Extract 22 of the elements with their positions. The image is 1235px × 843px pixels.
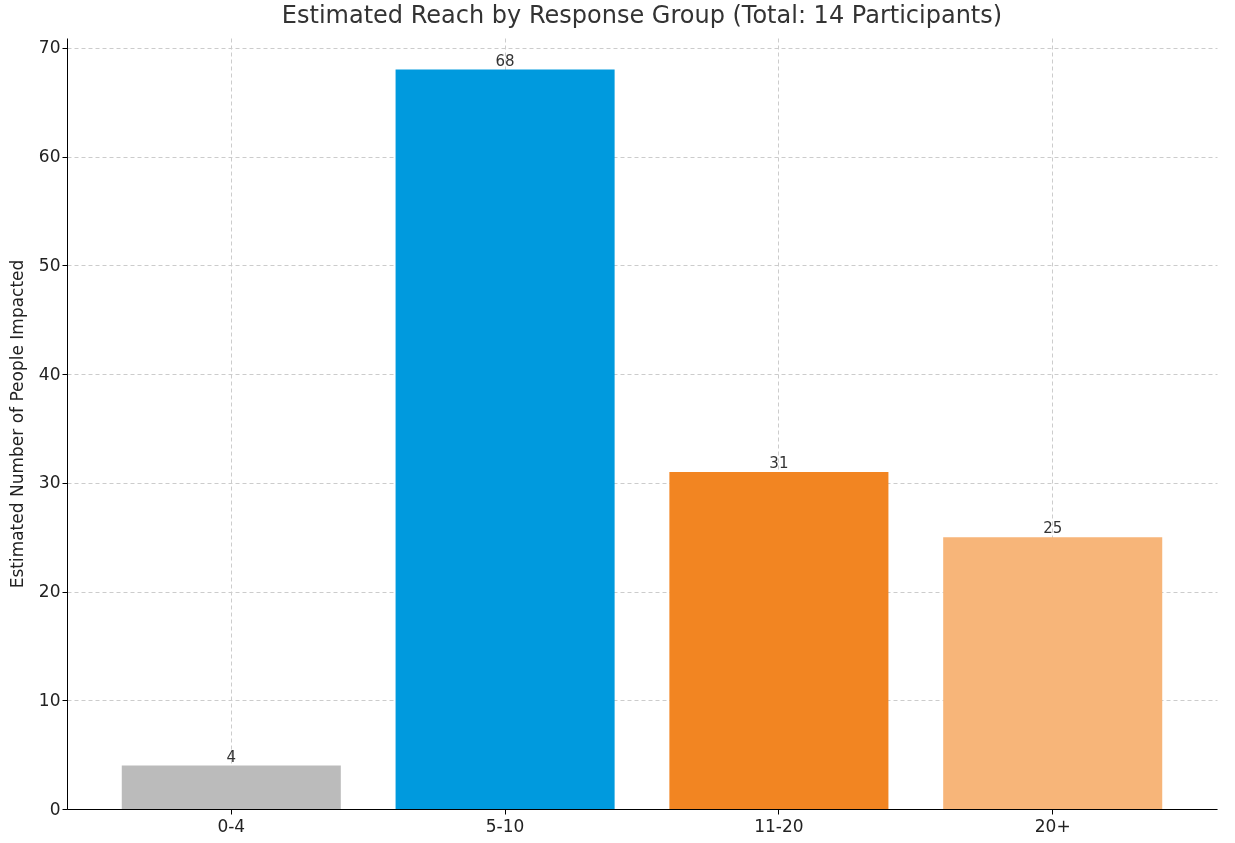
- data-label: 68: [495, 51, 515, 70]
- bar: [121, 765, 341, 809]
- bar: [669, 471, 889, 809]
- chart-title: Estimated Reach by Response Group (Total: 14 Participants): [281, 1, 1003, 29]
- data-label: 4: [226, 747, 237, 766]
- y-tick-label: 60: [38, 146, 61, 167]
- bar: [943, 537, 1163, 809]
- y-tick-label: 70: [38, 37, 61, 58]
- bar: [395, 69, 615, 809]
- y-tick-label: 20: [38, 581, 61, 602]
- y-axis-title: Estimated Number of People Impacted: [6, 259, 27, 589]
- y-tick-label: 40: [38, 363, 61, 384]
- x-tick-label: 20+: [1034, 815, 1071, 836]
- data-label: 25: [1043, 519, 1063, 538]
- y-tick-label: 30: [38, 472, 61, 493]
- y-tick-label: 10: [38, 689, 61, 710]
- data-label: 31: [769, 453, 789, 472]
- x-tick-label: 11-20: [754, 815, 804, 836]
- x-tick-label: 5-10: [485, 815, 525, 836]
- y-tick-label: 0: [49, 798, 61, 819]
- x-tick-label: 0-4: [217, 815, 246, 836]
- y-tick-label: 50: [38, 254, 61, 275]
